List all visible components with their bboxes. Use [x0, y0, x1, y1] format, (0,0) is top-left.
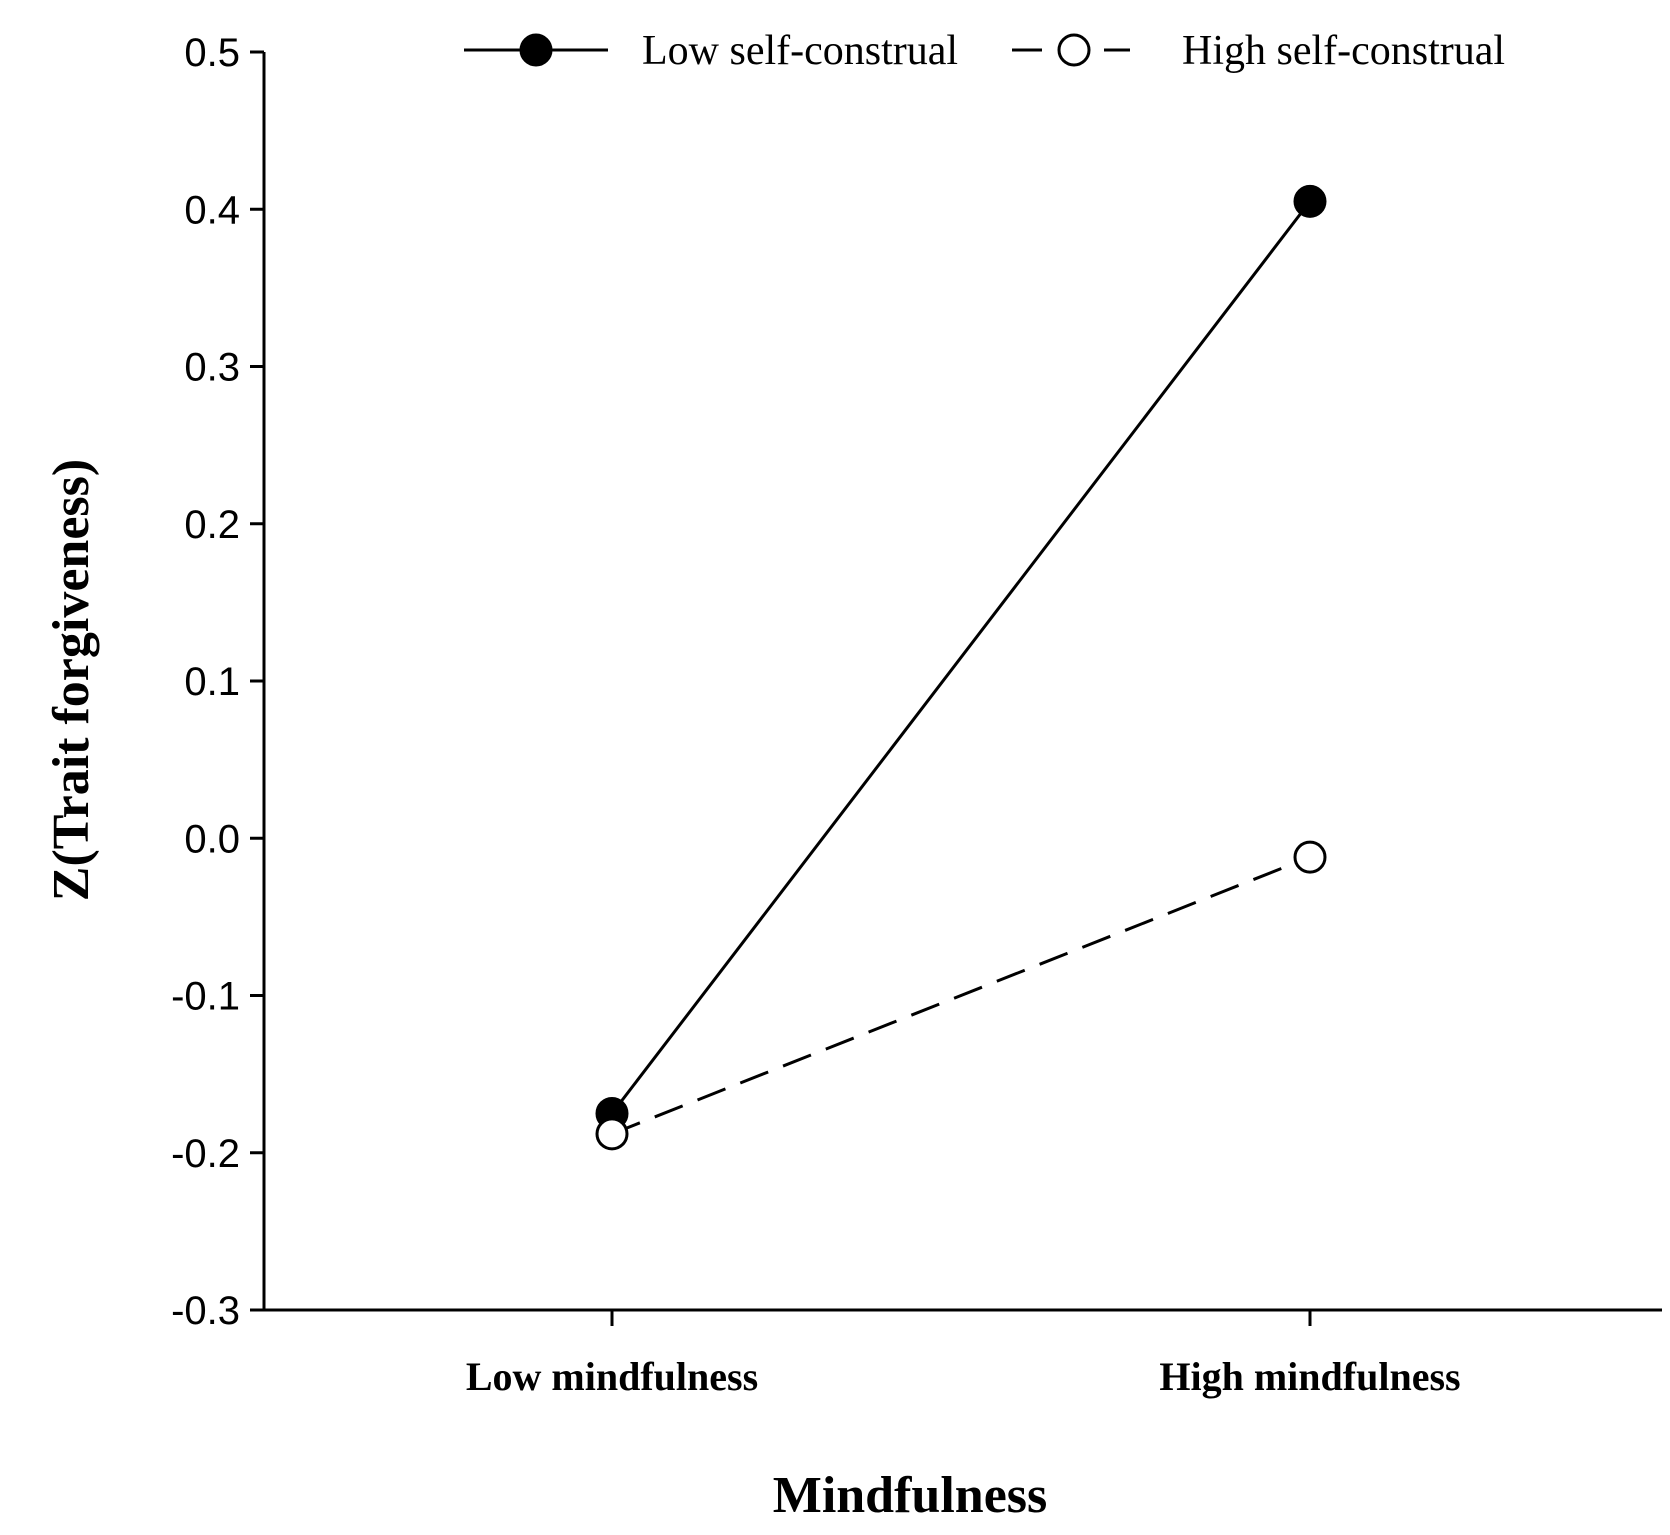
legend-low-self-construal-marker [519, 33, 553, 67]
x-tick-label-low-mindfulness: Low mindfulness [466, 1354, 758, 1399]
x-axis-ticks: Low mindfulness High mindfulness [466, 1310, 1461, 1399]
legend-high-self-construal-marker [1057, 33, 1091, 67]
y-tick-label: 0.3 [184, 346, 240, 390]
y-tick-label: 0.1 [184, 660, 240, 704]
y-tick-label: -0.2 [171, 1132, 240, 1176]
legend-low-self-construal-label: Low self-construal [642, 28, 958, 74]
point-high-self-construal-high-mindfulness [1293, 840, 1327, 874]
y-tick-label: 0.4 [184, 188, 240, 232]
y-axis-ticks: 0.5 0.4 0.3 0.2 0.1 0.0 -0.1 -0.2 -0.3 [171, 31, 264, 1333]
legend: Low self-construal High self-construal [464, 28, 1505, 74]
y-tick-label: -0.1 [171, 975, 240, 1019]
point-low-self-construal-high-mindfulness [1293, 184, 1327, 218]
y-tick-label: -0.3 [171, 1289, 240, 1333]
x-axis-title: Mindfulness [773, 1467, 1048, 1524]
y-tick-label: 0.0 [184, 817, 240, 861]
y-axis-title: Z(Trait forgiveness) [43, 459, 100, 901]
point-high-self-construal-low-mindfulness [595, 1117, 629, 1151]
y-tick-label: 0.5 [184, 31, 240, 75]
series-high-self-construal-line [611, 855, 1311, 1136]
series-low-self-construal-line [610, 200, 1312, 1115]
legend-high-self-construal-label: High self-construal [1182, 28, 1505, 74]
y-tick-label: 0.2 [184, 503, 240, 547]
x-tick-label-high-mindfulness: High mindfulness [1159, 1354, 1460, 1399]
